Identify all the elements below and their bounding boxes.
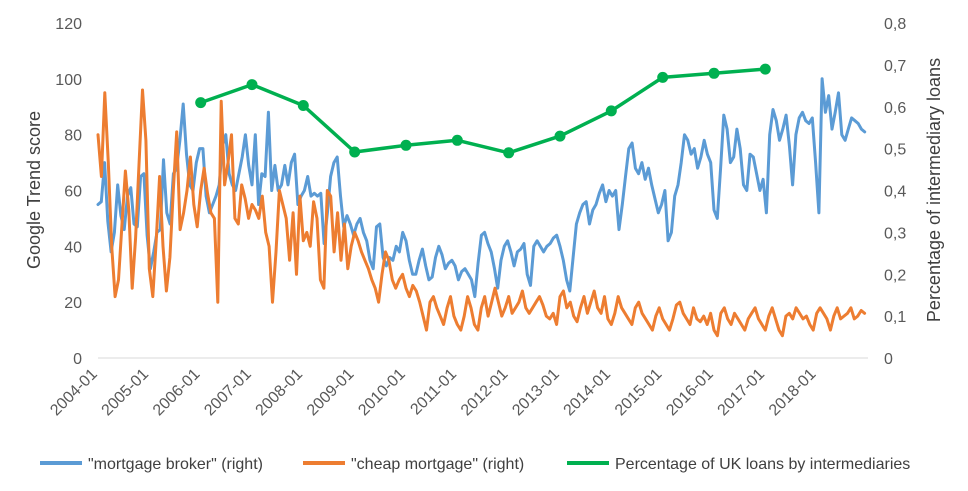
x-tick-label: 2015-01 [612,366,666,420]
x-tick-label: 2005-01 [99,366,153,420]
series-point-intermediaries [657,71,669,83]
x-tick-label: 2014-01 [561,366,615,420]
plot-area [96,63,867,338]
series-point-intermediaries [349,146,361,158]
right-tick-label: 0 [884,351,893,368]
right-tick-label: 0,1 [884,309,906,326]
x-axis: 2004-012005-012006-012007-012008-012009-… [47,357,868,420]
left-axis-title: Google Trend score [24,111,44,269]
left-tick-label: 40 [64,239,82,256]
x-tick-label: 2018-01 [766,366,820,420]
left-tick-label: 120 [55,16,82,33]
x-tick-label: 2008-01 [253,366,307,420]
legend: "mortgage broker" (right) "cheap mortgag… [40,456,910,473]
series-point-intermediaries [195,97,207,109]
x-tick-label: 2004-01 [47,366,101,420]
series-point-intermediaries [297,100,309,111]
right-axis: 0 0,1 0,2 0,3 0,4 0,5 0,6 0,7 0,8 [884,16,906,368]
x-tick-label: 2010-01 [355,366,409,420]
series-line-mortgage-broker [96,77,867,299]
series-point-intermediaries [400,139,412,151]
series-point-intermediaries [708,67,720,79]
series-line-intermediaries [200,67,766,155]
legend-label-intermediaries: Percentage of UK loans by intermediaries [615,456,910,473]
legend-label-cheap-mortgage: "cheap mortgage" (right) [351,456,524,473]
left-tick-label: 100 [55,72,82,89]
right-tick-label: 0,6 [884,100,906,117]
x-tick-label: 2017-01 [715,366,769,420]
series-point-intermediaries [246,79,258,91]
x-tick-label: 2009-01 [304,366,358,420]
series-line-cheap-mortgage [96,88,867,338]
series-point-intermediaries [503,147,515,159]
x-tick-label: 2016-01 [663,366,717,420]
left-tick-label: 80 [64,128,82,145]
series-point-intermediaries [759,63,771,75]
x-tick-label: 2013-01 [509,366,563,420]
x-tick-label: 2007-01 [201,366,255,420]
series-point-intermediaries [605,105,617,117]
legend-label-mortgage-broker: "mortgage broker" (right) [88,456,263,473]
series-point-intermediaries [554,130,566,142]
right-tick-label: 0,3 [884,225,906,242]
x-tick-label: 2011-01 [407,366,460,419]
right-tick-label: 0,4 [884,184,906,201]
x-tick-label: 2006-01 [150,366,204,420]
right-axis-title: Percentage of intermediary loans [924,58,944,322]
right-tick-label: 0,2 [884,267,906,284]
left-tick-label: 20 [64,295,82,312]
x-tick-label: 2012-01 [458,366,512,420]
right-tick-label: 0,5 [884,142,906,159]
right-tick-label: 0,7 [884,58,906,75]
series-point-intermediaries [451,134,463,146]
left-tick-label: 0 [73,351,82,368]
right-tick-label: 0,8 [884,16,906,33]
left-tick-label: 60 [64,184,82,201]
left-axis: 0 20 40 60 80 100 120 [55,16,82,368]
